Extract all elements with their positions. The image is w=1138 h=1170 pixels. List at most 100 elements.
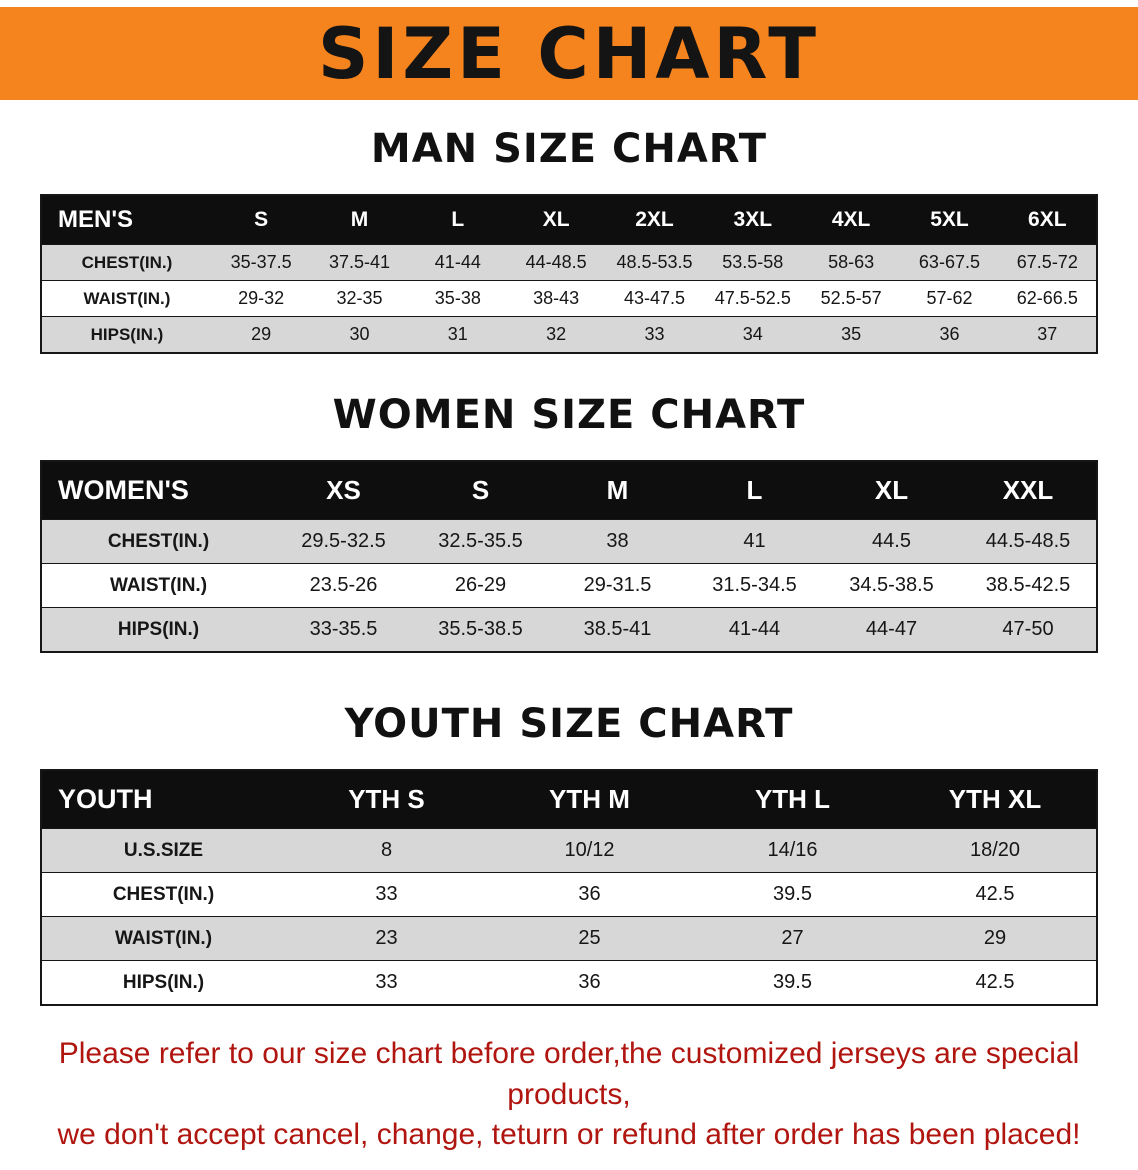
measurement-cell: 29-31.5 [583, 574, 652, 596]
table-row: U.S.SIZE 8 10/12 14/16 18/20 [41, 828, 1097, 873]
order-policy-note: Please refer to our size chart before or… [18, 1034, 1120, 1156]
measurement-cell: 36 [939, 324, 960, 344]
measurement-cell: 35 [841, 324, 862, 344]
row-label: WAIST(IN.) [109, 574, 208, 596]
table-header-row: MEN'S S M L XL 2XL 3XL 4XL 5XL 6XL [41, 195, 1097, 245]
measurement-cell: 29 [983, 927, 1007, 949]
measurement-cell: 35.5-38.5 [438, 618, 523, 640]
row-label: HIPS(IN.) [90, 324, 164, 344]
measurement-cell: 34 [742, 324, 763, 344]
measurement-cell: 23.5-26 [309, 574, 378, 596]
table-row: WAIST(IN.) 29-32 32-35 35-38 38-43 43-47.5 47.… [41, 280, 1097, 317]
measurement-cell: 58-63 [828, 252, 875, 272]
size-column-header: YTH XL [894, 770, 1097, 829]
size-column-header: M [549, 461, 686, 520]
measurement-cell: 32.5-35.5 [438, 530, 523, 552]
size-column-header: 6XL [998, 195, 1097, 245]
table-row: HIPS(IN.) 33 36 39.5 42.5 [41, 960, 1097, 1005]
size-column-header: M [310, 195, 409, 245]
youth-size-section: YOUTH SIZE CHART YOUTH YTH S YTH M YTH L YTH… [0, 701, 1138, 1006]
measurement-cell: 32 [546, 324, 567, 344]
men-size-section: MAN SIZE CHART MEN'S S M L XL 2XL 3XL 4XL 5XL 6XL… [0, 126, 1138, 354]
measurement-cell: 47-50 [1002, 618, 1054, 640]
measurement-cell: 44-47 [865, 618, 918, 640]
size-column-header: L [686, 461, 823, 520]
measurement-cell: 29.5-32.5 [301, 530, 386, 552]
measurement-cell: 44-48.5 [525, 252, 587, 272]
measurement-cell: 33 [375, 883, 398, 905]
measurement-cell: 57-62 [926, 288, 973, 308]
table-corner-label: MEN'S [41, 195, 212, 245]
measurement-cell: 33 [644, 324, 665, 344]
measurement-cell: 29 [251, 324, 272, 344]
measurement-cell: 38.5-41 [583, 618, 652, 640]
size-column-header: L [408, 195, 507, 245]
size-column-header: XL [506, 195, 606, 245]
measurement-cell: 39.5 [773, 971, 812, 993]
row-label: HIPS(IN.) [117, 618, 200, 640]
size-column-header: S [212, 195, 311, 245]
table-row: CHEST(IN.) 33 36 39.5 42.5 [41, 872, 1097, 917]
measurement-cell: 26-29 [454, 574, 507, 596]
size-column-header: XL [823, 461, 960, 520]
measurement-cell: 41-44 [728, 618, 781, 640]
row-label: U.S.SIZE [123, 839, 204, 861]
measurement-cell: 37.5-41 [328, 252, 391, 272]
measurement-cell: 18/20 [969, 839, 1021, 861]
measurement-cell: 53.5-58 [722, 252, 784, 272]
men-section-heading: MAN SIZE CHART [370, 126, 768, 172]
table-row: HIPS(IN.) 33-35.5 35.5-38.5 38.5-41 41-44 44-… [41, 607, 1097, 652]
table-row: WAIST(IN.) 23.5-26 26-29 29-31.5 31.5-34.5 34… [41, 563, 1097, 608]
measurement-cell: 32-35 [336, 288, 383, 308]
measurement-cell: 44.5 [872, 530, 911, 552]
measurement-cell: 30 [349, 324, 370, 344]
measurement-cell: 14/16 [767, 839, 818, 861]
measurement-cell: 38-43 [533, 288, 580, 308]
note-line-2: we don't accept cancel, change, teturn o… [57, 1118, 1081, 1151]
page-title: SIZE CHART [317, 12, 821, 95]
measurement-cell: 36 [578, 971, 601, 993]
table-corner-label: WOMEN'S [41, 461, 275, 520]
women-section-heading: WOMEN SIZE CHART [332, 392, 806, 438]
size-column-header: YTH M [488, 770, 691, 829]
row-label: HIPS(IN.) [122, 971, 205, 993]
size-column-header: S [412, 461, 549, 520]
size-column-header: XXL [960, 461, 1097, 520]
measurement-cell: 38 [606, 530, 629, 552]
measurement-cell: 41-44 [434, 252, 481, 272]
row-label: CHEST(IN.) [107, 530, 210, 552]
size-column-header: 5XL [900, 195, 999, 245]
measurement-cell: 23 [375, 927, 398, 949]
note-line-1: Please refer to our size chart before or… [58, 1037, 1080, 1111]
measurement-cell: 29-32 [238, 288, 285, 308]
table-header-row: WOMEN'S XS S M L XL XXL [41, 461, 1097, 520]
measurement-cell: 43-47.5 [623, 288, 685, 308]
measurement-cell: 34.5-38.5 [849, 574, 934, 596]
measurement-cell: 31.5-34.5 [712, 574, 797, 596]
row-label: CHEST(IN.) [81, 252, 173, 272]
table-row: HIPS(IN.) 29 30 31 32 33 34 35 36 37 [41, 316, 1097, 353]
youth-size-table: YOUTH YTH S YTH M YTH L YTH XL U.S.SIZE 8 10/12… [40, 769, 1098, 1006]
women-size-section: WOMEN SIZE CHART WOMEN'S XS S M L XL XXL CHEST(… [0, 392, 1138, 653]
measurement-cell: 52.5-57 [820, 288, 882, 308]
measurement-cell: 44.5-48.5 [985, 530, 1071, 552]
table-header-row: YOUTH YTH S YTH M YTH L YTH XL [41, 770, 1097, 829]
size-column-header: XS [275, 461, 412, 520]
table-row: CHEST(IN.) 29.5-32.5 32.5-35.5 38 41 44.5 44.5… [41, 519, 1097, 564]
row-label: WAIST(IN.) [114, 927, 213, 949]
measurement-cell: 41 [743, 530, 766, 552]
measurement-cell: 10/12 [564, 839, 615, 861]
measurement-cell: 25 [578, 927, 601, 949]
measurement-cell: 35-38 [434, 288, 481, 308]
measurement-cell: 35-37.5 [230, 252, 292, 272]
size-column-header: YTH S [285, 770, 488, 829]
measurement-cell: 39.5 [773, 883, 812, 905]
measurement-cell: 33 [375, 971, 398, 993]
size-chart-banner: SIZE CHART [0, 7, 1138, 100]
table-row: WAIST(IN.) 23 25 27 29 [41, 916, 1097, 961]
size-column-header: 3XL [703, 195, 802, 245]
table-corner-label: YOUTH [41, 770, 285, 829]
measurement-cell: 42.5 [975, 971, 1015, 993]
row-label: CHEST(IN.) [112, 883, 215, 905]
